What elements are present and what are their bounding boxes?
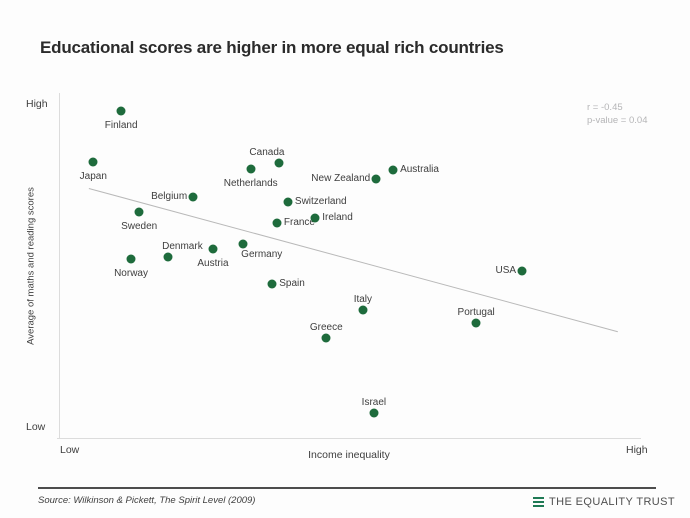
point-label-israel: Israel (361, 397, 387, 409)
y-axis-line (59, 93, 60, 438)
point-label-austria: Austria (197, 257, 229, 269)
point-label-finland: Finland (104, 119, 138, 131)
data-point-france (272, 218, 282, 228)
logo-text: THE EQUALITY TRUST (549, 496, 675, 508)
point-label-ireland: Ireland (322, 211, 353, 223)
data-point-sweden (134, 207, 144, 217)
data-point-new-zealand (371, 174, 381, 184)
data-point-ireland (310, 213, 320, 223)
data-point-netherlands (246, 164, 256, 174)
data-point-norway (126, 254, 136, 264)
footer-divider (38, 487, 656, 489)
chart-title: Educational scores are higher in more eq… (40, 38, 504, 57)
x-axis-tick-high: High (626, 444, 648, 456)
y-axis-title: Average of maths and reading scores (25, 187, 37, 345)
point-label-belgium: Belgium (151, 190, 188, 202)
point-label-sweden: Sweden (121, 221, 158, 233)
equality-trust-logo: THE EQUALITY TRUST (533, 496, 675, 508)
data-point-finland (116, 106, 126, 116)
equality-bars-icon (533, 497, 544, 507)
data-point-denmark (163, 252, 173, 262)
point-label-france: France (283, 217, 315, 229)
data-point-germany (238, 239, 248, 249)
x-axis-title: Income inequality (308, 449, 390, 461)
data-point-spain (267, 279, 277, 289)
data-point-greece (321, 333, 331, 343)
x-axis-line (57, 438, 641, 439)
point-label-spain: Spain (279, 278, 305, 290)
data-point-belgium (188, 192, 198, 202)
y-axis-tick-low: Low (26, 421, 46, 433)
data-point-portugal (471, 318, 481, 328)
correlation-stats: r = -0.45 p-value = 0.04 (587, 101, 647, 127)
point-label-netherlands: Netherlands (223, 177, 278, 189)
point-label-usa: USA (495, 265, 517, 277)
point-label-italy: Italy (353, 294, 373, 305)
data-point-austria (208, 244, 218, 254)
point-label-germany: Germany (241, 249, 283, 261)
data-point-japan (88, 157, 98, 167)
point-label-greece: Greece (309, 321, 343, 333)
p-value: p-value = 0.04 (587, 115, 648, 126)
data-point-italy (358, 305, 368, 315)
point-label-switzerland: Switzerland (294, 196, 347, 208)
point-label-japan: Japan (79, 171, 107, 182)
data-point-canada (274, 158, 284, 168)
data-point-usa (517, 266, 527, 276)
point-label-denmark: Denmark (162, 240, 203, 252)
data-point-switzerland (283, 197, 293, 207)
point-label-new-zealand: New Zealand (311, 172, 371, 184)
point-label-portugal: Portugal (457, 307, 495, 319)
y-axis-tick-high: High (26, 98, 48, 110)
point-label-norway: Norway (114, 267, 148, 279)
point-label-canada: Canada (249, 147, 285, 159)
data-point-israel (369, 408, 379, 418)
data-point-australia (388, 165, 398, 175)
x-axis-tick-low: Low (60, 444, 80, 456)
source-note: Source: Wilkinson & Pickett, The Spirit … (38, 495, 256, 506)
r-value: r = -0.45 (587, 102, 623, 113)
point-label-australia: Australia (400, 163, 439, 175)
